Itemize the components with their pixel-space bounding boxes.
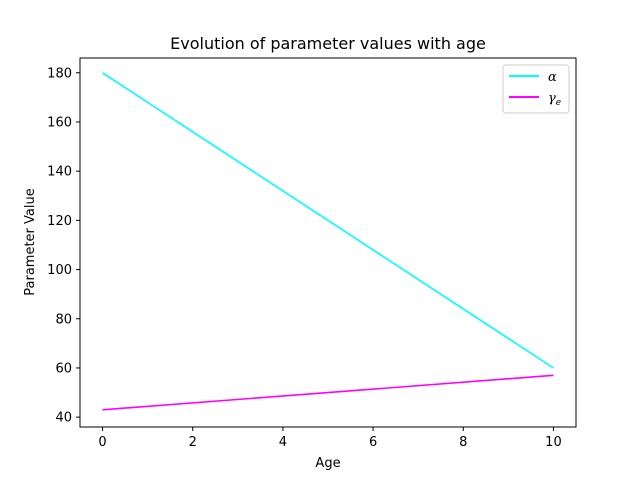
legend-label-alpha: α bbox=[548, 70, 557, 85]
series-line-0 bbox=[102, 72, 554, 369]
y-tick-label: 160 bbox=[47, 115, 72, 130]
y-tick-label: 60 bbox=[55, 361, 72, 376]
legend-label-gamma-subscript: e bbox=[556, 98, 561, 108]
plot-area bbox=[80, 58, 576, 427]
x-tick-label: 2 bbox=[189, 435, 197, 450]
series-line-1 bbox=[102, 374, 554, 411]
x-tick-label: 10 bbox=[545, 435, 562, 450]
chart-title: Evolution of parameter values with age bbox=[170, 34, 486, 53]
legend-label-gamma-main: γ bbox=[548, 91, 556, 106]
x-tick-label: 0 bbox=[98, 435, 106, 450]
y-axis-label: Parameter Value bbox=[23, 188, 38, 295]
y-tick-label: 120 bbox=[47, 214, 72, 229]
legend-label-gamma: γe bbox=[548, 91, 561, 108]
x-axis-label: Age bbox=[315, 456, 340, 471]
y-tick-label: 40 bbox=[55, 411, 72, 426]
series-lines bbox=[102, 72, 554, 411]
y-tick-label: 180 bbox=[47, 66, 72, 81]
y-tick-label: 80 bbox=[55, 312, 72, 327]
axis-ticks: 0 2 4 6 8 10 40 60 80 100 120 140 160 180 bbox=[47, 66, 562, 450]
x-tick-label: 8 bbox=[459, 435, 467, 450]
y-tick-label: 140 bbox=[47, 165, 72, 180]
x-tick-label: 6 bbox=[369, 435, 377, 450]
plot-frame bbox=[79, 57, 577, 428]
x-tick-label: 4 bbox=[279, 435, 287, 450]
y-tick-label: 100 bbox=[47, 263, 72, 278]
legend: α γe bbox=[502, 64, 570, 114]
